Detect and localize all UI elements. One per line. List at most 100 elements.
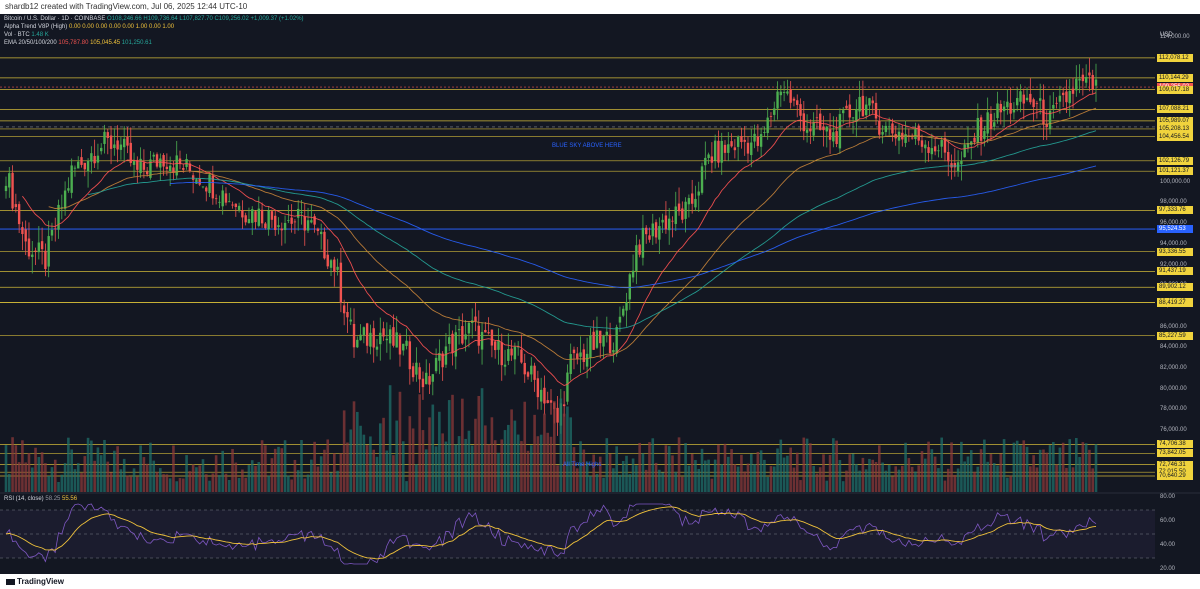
candle-body bbox=[707, 154, 710, 159]
candle-body bbox=[352, 323, 356, 348]
candle-body bbox=[408, 341, 412, 370]
tradingview-logo[interactable]: TradingView bbox=[6, 577, 64, 586]
volume-bar bbox=[641, 453, 645, 492]
candle-body bbox=[667, 218, 671, 231]
volume-bar bbox=[661, 472, 664, 492]
candle-body bbox=[605, 331, 609, 335]
volume-bar bbox=[602, 477, 605, 492]
volume-label[interactable]: Vol · BTC bbox=[4, 32, 30, 38]
candle-body bbox=[1009, 102, 1012, 114]
volume-bar bbox=[464, 438, 467, 492]
candle-body bbox=[539, 389, 543, 402]
candle-body bbox=[805, 129, 809, 133]
candle-body bbox=[454, 332, 457, 357]
volume-bar bbox=[129, 476, 133, 492]
volume-bar bbox=[704, 460, 707, 492]
price-tick-label: 92,000.00 bbox=[1160, 261, 1187, 268]
candle-body bbox=[493, 341, 497, 351]
volume-bar bbox=[690, 453, 694, 492]
volume-bar bbox=[224, 473, 228, 492]
candle-body bbox=[733, 147, 737, 151]
volume-bar bbox=[132, 468, 136, 492]
candle-body bbox=[24, 229, 27, 242]
volume-bar bbox=[920, 451, 924, 492]
volume-bar bbox=[237, 477, 241, 492]
candle-body bbox=[753, 133, 756, 142]
level-price-label: 72,746.31 bbox=[1157, 460, 1193, 469]
rsi-label[interactable]: RSI (14, close) bbox=[4, 496, 44, 502]
candle-body bbox=[231, 204, 234, 206]
volume-bar bbox=[933, 456, 937, 492]
volume-bar bbox=[989, 453, 993, 492]
volume-bar bbox=[615, 446, 618, 492]
candle-body bbox=[214, 198, 218, 200]
candle-body bbox=[887, 126, 891, 128]
volume-bar bbox=[247, 465, 251, 492]
volume-bar bbox=[159, 468, 162, 492]
candle-body bbox=[812, 121, 815, 136]
candle-body bbox=[211, 175, 215, 199]
ema-label[interactable]: EMA 20/50/100/200 bbox=[4, 40, 57, 46]
candle-body bbox=[70, 165, 73, 193]
volume-bar bbox=[717, 444, 720, 492]
volume-bar bbox=[881, 462, 884, 492]
chart-area[interactable]: Bitcoin / U.S. Dollar · 1D · COINBASE O1… bbox=[0, 14, 1200, 581]
candle-body bbox=[44, 250, 47, 269]
volume-bar bbox=[408, 416, 412, 492]
candle-body bbox=[1019, 91, 1022, 102]
volume-bar bbox=[638, 442, 641, 492]
currency-label[interactable]: USD bbox=[1160, 32, 1173, 38]
alpha-trend-label[interactable]: Alpha Trend V8P (High) bbox=[4, 24, 68, 30]
volume-bar bbox=[940, 437, 943, 492]
candle-body bbox=[168, 165, 172, 172]
candle-body bbox=[782, 92, 786, 94]
volume-bar bbox=[398, 391, 402, 492]
volume-bar bbox=[257, 462, 261, 492]
candle-body bbox=[247, 219, 251, 223]
candle-body bbox=[326, 254, 329, 267]
volume-bar bbox=[24, 462, 27, 492]
candle-body bbox=[254, 211, 257, 223]
candle-body bbox=[1006, 101, 1009, 108]
candle-body bbox=[973, 137, 976, 143]
volume-bar bbox=[533, 414, 536, 492]
volume-bar bbox=[822, 454, 825, 492]
volume-bar bbox=[290, 479, 293, 492]
volume-bar bbox=[21, 440, 24, 492]
candle-body bbox=[572, 349, 576, 354]
candle-body bbox=[730, 141, 733, 147]
volume-bar bbox=[1061, 442, 1065, 492]
candle-body bbox=[878, 120, 881, 135]
candle-body bbox=[83, 162, 86, 170]
candle-body bbox=[109, 135, 113, 149]
candle-body bbox=[917, 125, 920, 141]
volume-bar bbox=[598, 456, 602, 492]
volume-bar bbox=[897, 469, 901, 492]
symbol-title[interactable]: Bitcoin / U.S. Dollar · 1D · COINBASE bbox=[4, 16, 106, 22]
candle-body bbox=[927, 147, 930, 153]
candle-body bbox=[359, 334, 362, 341]
candle-body bbox=[740, 136, 743, 143]
volume-bar bbox=[1048, 445, 1052, 492]
volume-bar bbox=[329, 472, 333, 492]
price-chart-svg[interactable] bbox=[0, 14, 1200, 574]
volume-bar bbox=[359, 425, 362, 492]
candle-body bbox=[815, 117, 819, 119]
volume-bar bbox=[684, 443, 687, 492]
candle-body bbox=[1022, 94, 1025, 104]
candle-body bbox=[57, 204, 60, 230]
volume-bar bbox=[4, 445, 8, 492]
volume-bar bbox=[70, 449, 73, 492]
ema-20-value: 105,787.80 bbox=[58, 40, 89, 46]
candle-body bbox=[1002, 106, 1006, 112]
candle-body bbox=[881, 132, 884, 135]
candle-body bbox=[241, 210, 244, 218]
candle-body bbox=[1091, 74, 1094, 90]
level-price-label: 91,437.19 bbox=[1157, 267, 1193, 276]
candle-body bbox=[224, 193, 228, 203]
candle-body bbox=[950, 163, 953, 168]
volume-bar bbox=[937, 468, 940, 492]
level-price-label: 73,842.05 bbox=[1157, 449, 1193, 458]
candle-body bbox=[21, 227, 24, 235]
volume-bar bbox=[697, 468, 701, 492]
